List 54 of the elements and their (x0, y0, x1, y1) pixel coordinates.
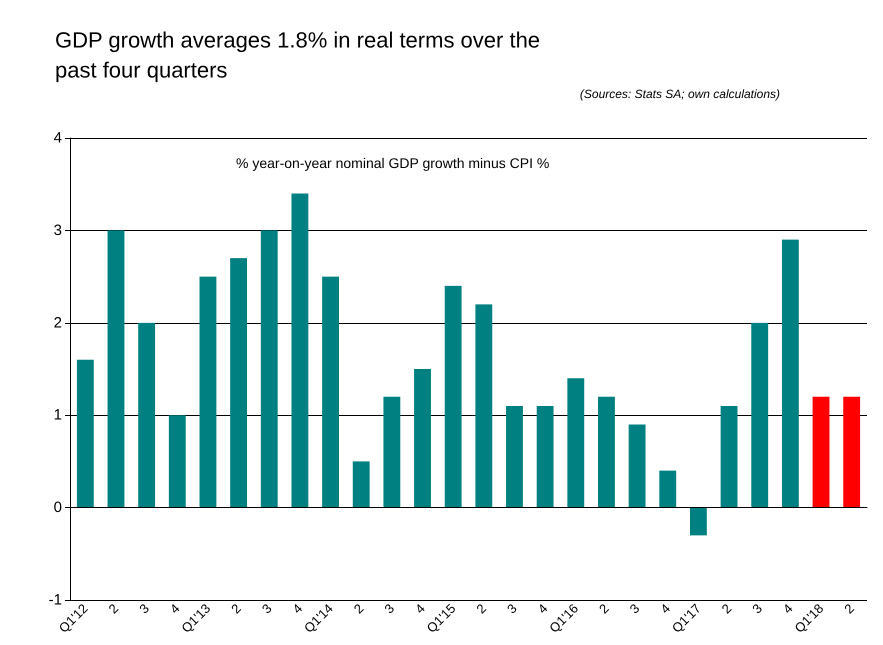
x-tick-label: 4 (657, 600, 674, 616)
x-tick-label: 3 (504, 600, 520, 616)
y-tick-label: 2 (54, 314, 62, 332)
x-tick-label: 3 (258, 600, 275, 616)
x-tick-label: 3 (626, 600, 642, 616)
bar (506, 406, 523, 508)
x-tick-label: 4 (166, 600, 183, 616)
x-tick-label: 2 (350, 600, 367, 616)
bar (76, 360, 94, 508)
bar (230, 258, 248, 508)
bar (291, 193, 308, 508)
bar (567, 378, 584, 508)
bar (260, 230, 278, 508)
bar (383, 396, 400, 508)
bar (138, 322, 156, 508)
bar (843, 396, 860, 508)
x-tick-label: 2 (596, 600, 612, 616)
bar (720, 406, 738, 508)
x-tick-label: 2 (473, 600, 490, 616)
y-tick-label: 1 (54, 406, 62, 424)
bar (751, 322, 768, 508)
annotation: % year-on-year nominal GDP growth minus CPI % (236, 155, 550, 171)
x-tick-label: 4 (289, 600, 306, 616)
x-tick-label: 2 (718, 600, 734, 616)
x-tick-label: 2 (106, 600, 122, 616)
bar (628, 424, 646, 508)
bar (812, 396, 830, 508)
y-tick-label: -1 (48, 592, 62, 609)
x-tick-label: 3 (381, 600, 398, 616)
y-tick-label: 3 (54, 222, 62, 239)
bar (108, 230, 124, 508)
bar (352, 461, 370, 508)
x-tick-label: 4 (534, 600, 550, 616)
bar (200, 276, 216, 508)
text: (Sources: Stats SA; own calculations) (580, 87, 780, 101)
bar (168, 415, 186, 508)
x-tick-label: 3 (749, 600, 766, 616)
chart-title: GDP growth averages 1.8% in real terms over the past four quarters (55, 28, 546, 82)
y-tick-label: 4 (54, 130, 62, 146)
x-tick-label: 2 (228, 600, 244, 616)
bar (659, 470, 676, 508)
bar (322, 276, 339, 508)
x-tick-label: 3 (136, 600, 152, 616)
x-tick-label: 4 (780, 600, 796, 616)
x-tick-label: 2 (841, 600, 857, 616)
bar (782, 240, 799, 508)
bar (536, 406, 554, 508)
bar (414, 369, 431, 508)
bar (444, 286, 462, 508)
y-tick-label: 0 (54, 499, 62, 516)
bar (690, 508, 707, 536)
bar (475, 304, 492, 508)
bar (598, 396, 615, 508)
x-tick-label: 4 (412, 600, 428, 616)
